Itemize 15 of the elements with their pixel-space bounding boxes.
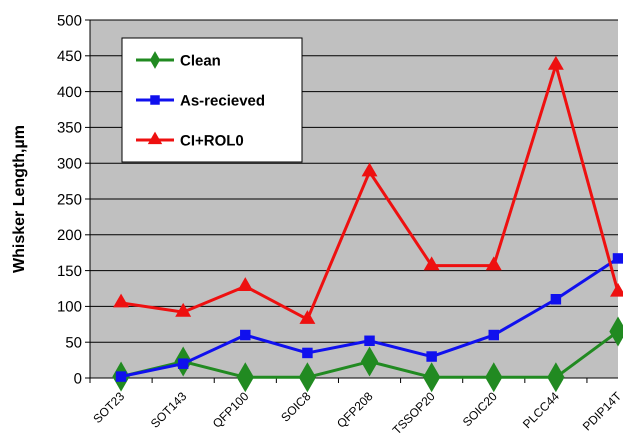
y-tick-label: 400 [56, 84, 82, 101]
legend-label: Clean [180, 52, 221, 70]
y-tick-label: 250 [56, 191, 82, 208]
y-tick-label: 450 [56, 48, 82, 66]
y-tick-label: 200 [56, 227, 82, 244]
y-tick-label: 300 [56, 155, 82, 172]
y-tick-label: 150 [56, 262, 82, 280]
y-tick-label: 0 [74, 370, 82, 388]
legend-label: CI+ROL0 [180, 132, 244, 150]
y-tick-label: 50 [65, 334, 82, 352]
legend-label: As-recieved [180, 92, 266, 110]
y-tick-label: 500 [56, 12, 82, 30]
y-tick-label: 100 [56, 298, 82, 316]
y-tick-label: 350 [56, 120, 82, 137]
y-axis-title: Whisker Length,µm [11, 125, 28, 273]
